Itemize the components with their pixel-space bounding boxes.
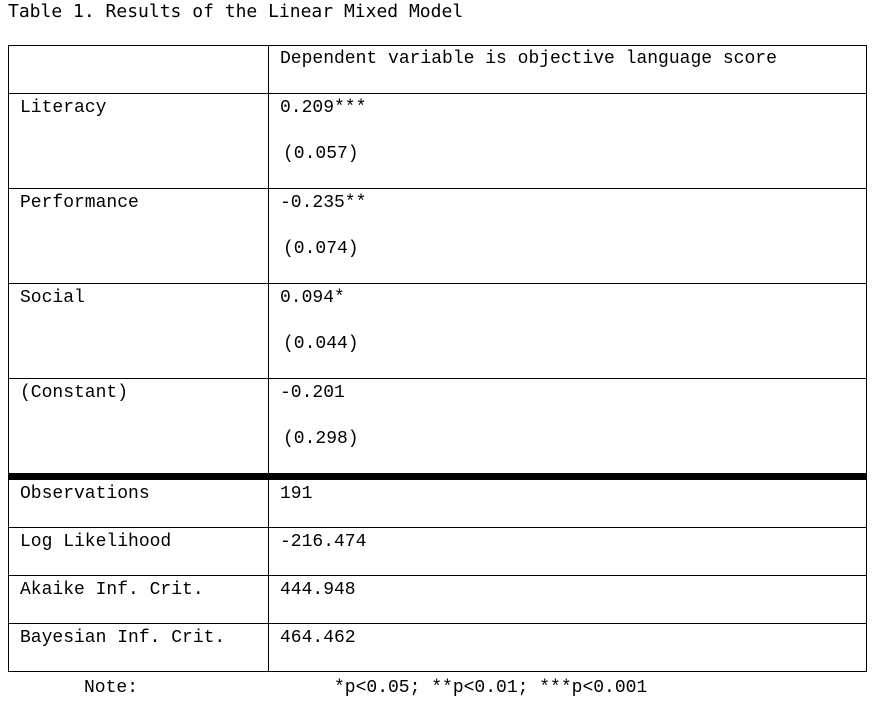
dependent-variable-header: Dependent variable is objective language… <box>268 45 867 94</box>
variable-name-cell: (Constant) <box>8 378 269 480</box>
statistic-value-cell: 444.948 <box>268 575 867 624</box>
coefficient-estimate: -0.201 <box>280 383 345 403</box>
coefficient-cell: 0.094* (0.044) <box>268 283 867 379</box>
statistic-value-cell: -216.474 <box>268 527 867 576</box>
header-empty-cell <box>8 45 269 94</box>
variable-name-cell: Literacy <box>8 93 269 189</box>
variable-name-cell: Social <box>8 283 269 379</box>
table-note: Note: *p<0.05; **p<0.01; ***p<0.001 <box>0 676 873 700</box>
table-row: Observations 191 <box>8 476 867 528</box>
note-label: Note: <box>84 678 139 698</box>
coefficient-standard-error: (0.298) <box>283 429 359 449</box>
coefficient-standard-error: (0.074) <box>283 239 359 259</box>
table-row: Log Likelihood -216.474 <box>8 527 867 576</box>
table-row: Akaike Inf. Crit. 444.948 <box>8 575 867 624</box>
table-row: Literacy 0.209*** (0.057) <box>8 93 867 189</box>
table-caption: Table 1. Results of the Linear Mixed Mod… <box>8 1 464 22</box>
coefficient-standard-error: (0.057) <box>283 144 359 164</box>
table-row: Performance -0.235** (0.074) <box>8 188 867 284</box>
coefficient-standard-error: (0.044) <box>283 334 359 354</box>
statistic-value-cell: 464.462 <box>268 623 867 672</box>
coefficient-cell: -0.235** (0.074) <box>268 188 867 284</box>
coefficient-estimate: 0.094* <box>280 288 345 308</box>
table-row: Bayesian Inf. Crit. 464.462 <box>8 623 867 672</box>
coefficient-estimate: 0.209*** <box>280 98 367 118</box>
coefficient-cell: 0.209*** (0.057) <box>268 93 867 189</box>
results-table: Dependent variable is objective language… <box>8 45 867 672</box>
statistic-name-cell: Observations <box>8 476 269 528</box>
statistic-name-cell: Bayesian Inf. Crit. <box>8 623 269 672</box>
coefficient-cell: -0.201 (0.298) <box>268 378 867 480</box>
significance-note: *p<0.05; **p<0.01; ***p<0.001 <box>334 678 648 698</box>
variable-name-cell: Performance <box>8 188 269 284</box>
table-row: Social 0.094* (0.044) <box>8 283 867 379</box>
statistic-value-cell: 191 <box>268 476 867 528</box>
statistic-name-cell: Akaike Inf. Crit. <box>8 575 269 624</box>
table-header-row: Dependent variable is objective language… <box>8 45 867 94</box>
coefficient-estimate: -0.235** <box>280 193 367 213</box>
table-row: (Constant) -0.201 (0.298) <box>8 378 867 480</box>
statistic-name-cell: Log Likelihood <box>8 527 269 576</box>
